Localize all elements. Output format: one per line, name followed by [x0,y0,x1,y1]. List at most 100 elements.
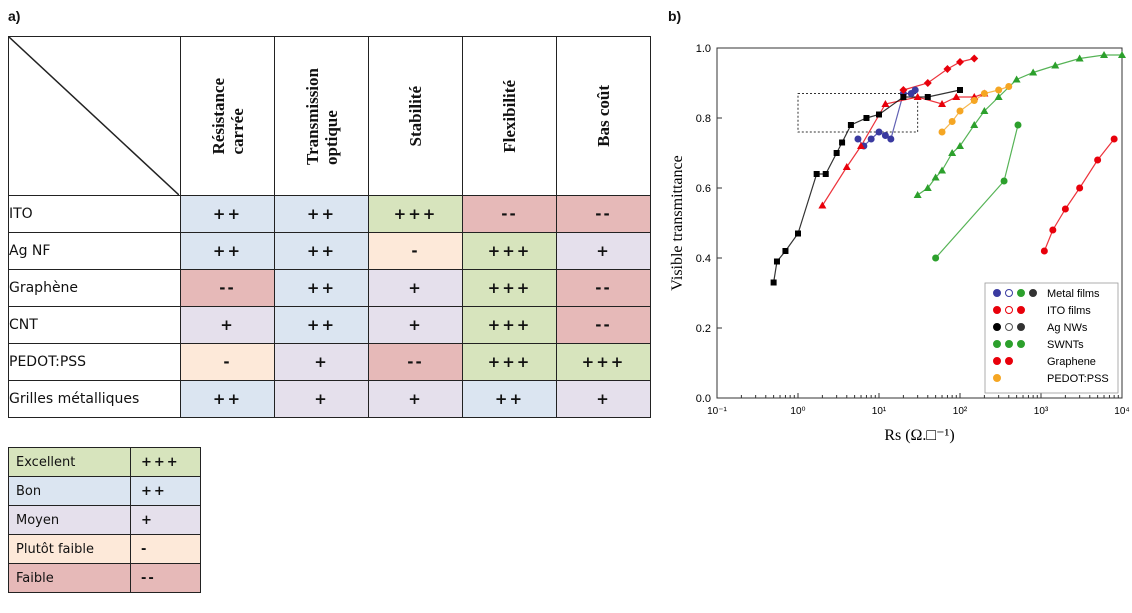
data-point [1100,51,1109,58]
data-point [952,93,961,100]
data-point [995,86,1003,94]
series-line [1043,138,1115,252]
y-tick-label: 1.0 [696,43,711,55]
table-row: ITO ++ ++ +++ -- -- [8,195,651,233]
data-point [956,107,964,115]
legend-marker [1017,340,1025,348]
data-point [938,100,947,107]
data-point [948,118,956,125]
highlight-box [797,93,919,133]
transmittance-chart: 0.0 0.2 0.4 0.6 0.8 1.0 10⁻¹ 10⁰ 10¹ 10² 10³ 10⁴ Vis… [669,43,1130,444]
data-point [854,135,862,143]
table-row: Graphène -- ++ + +++ -- [8,269,651,307]
data-point [1049,226,1057,234]
legend-marker [993,374,1001,382]
legend-name: Faible [8,563,131,593]
legend-row: Plutôt faible - [8,534,201,564]
legend-marker [1017,289,1025,297]
legend-box [984,282,1119,394]
row-label: ITO [8,195,181,233]
legend-marker [1005,289,1013,297]
data-point [813,171,820,177]
rating-cell: -- [180,269,275,307]
rating-cell: + [368,380,463,418]
data-point [931,173,940,181]
data-point [970,121,979,128]
legend-symbol: + [130,505,201,535]
data-point [773,258,780,265]
rating-cell: ++ [274,306,369,344]
x-tick-label: 10¹ [872,406,887,417]
data-point [943,65,952,73]
x-tick-label: 10³ [1034,406,1049,417]
data-point [924,94,931,100]
rating-cell: ++ [462,380,557,418]
column-header-label: Stabilité [406,85,425,147]
legend-row: Faible -- [8,563,201,593]
legend-symbol: -- [130,563,201,593]
legend-marker [993,357,1001,365]
table-row: PEDOT:PSS - + -- +++ +++ [8,343,651,381]
rating-cell: ++ [274,195,369,233]
legend-entry: PEDOT:PSS [1047,373,1109,385]
plot-frame [716,47,1123,399]
rating-cell: + [556,380,651,418]
data-point [923,184,932,191]
rating-cell: ++ [180,195,275,233]
legend-marker [1005,340,1013,348]
data-point [887,135,895,143]
legend-row: Excellent +++ [8,447,201,477]
legend-name: Excellent [8,447,131,477]
data-point [900,94,907,100]
rating-cell: +++ [556,343,651,381]
data-point [1076,184,1084,192]
rating-cell: + [180,306,275,344]
data-point [957,87,963,93]
data-point [1075,54,1084,62]
table-header-row: Résistance carrée Transmission optique S… [8,36,651,196]
series-line [935,124,1019,259]
legend-row: Moyen + [8,505,201,535]
legend-marker [993,323,1001,331]
column-header: Stabilité [368,36,463,196]
rating-cell: + [368,269,463,307]
rating-cell: + [274,343,369,381]
rating-cell: ++ [274,269,369,307]
corner-diagonal [9,37,179,195]
data-point [970,54,979,63]
data-point [923,79,932,87]
data-point [881,132,889,139]
legend-entry: Graphene [1047,356,1096,368]
data-point [899,86,908,94]
data-point [980,90,988,97]
rating-legend-table: Excellent +++ Bon ++ Moyen + Plutôt faible - Fai… [8,447,201,593]
table-row: Ag NF ++ ++ - +++ + [8,232,651,270]
data-point [847,122,854,128]
y-tick-label: 0.4 [696,253,711,265]
y-tick-label: 0.8 [696,113,711,125]
data-point [857,142,866,149]
data-point [1014,121,1022,129]
data-point [875,128,883,136]
legend-name: Plutôt faible [8,534,131,564]
data-point [1040,247,1048,255]
legend-symbol: - [130,534,201,564]
legend-symbol: +++ [130,447,201,477]
rating-cell: -- [556,269,651,307]
data-point [948,149,957,156]
legend-row: Bon ++ [8,476,201,506]
data-point [867,135,875,143]
x-tick-label: 10⁴ [1114,406,1129,417]
column-header-label: Bas coût [594,85,613,147]
rating-cell: - [368,232,463,270]
rating-cell: + [368,306,463,344]
legend-entry: SWNTs [1047,339,1084,351]
data-point [876,111,882,118]
data-point [863,115,870,121]
legend-marker [993,306,1001,314]
data-point [818,201,827,209]
rating-cell: -- [462,195,557,233]
data-point [1094,156,1102,164]
data-point [938,128,946,136]
row-label: Ag NF [8,232,181,270]
